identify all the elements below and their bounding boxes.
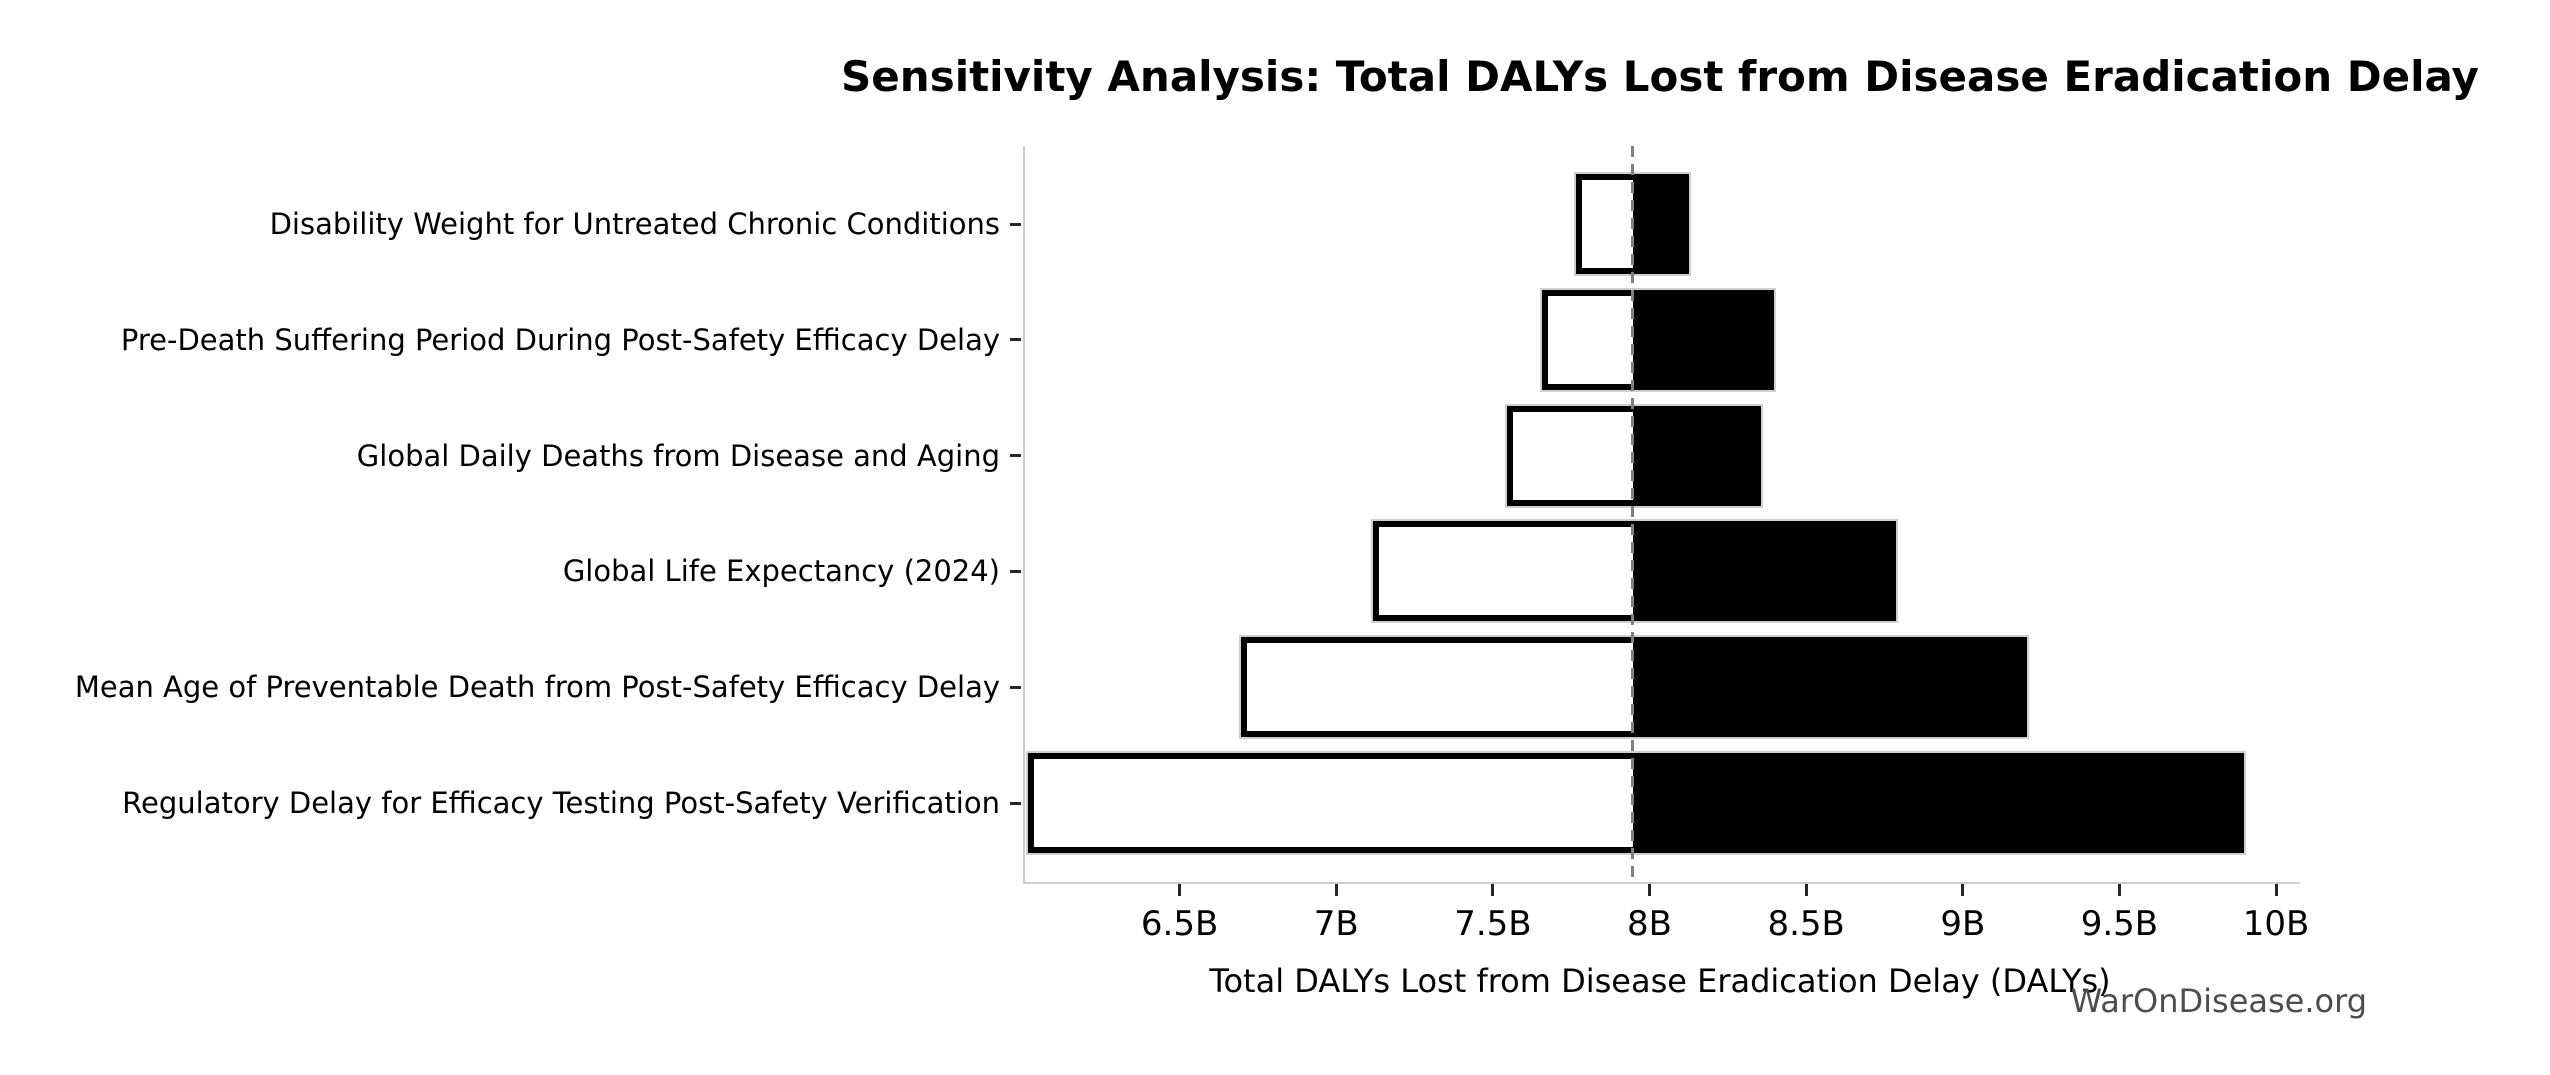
y-axis-category-label: Regulatory Delay for Efficacy Testing Po… xyxy=(122,786,1000,820)
y-axis-category-label: Pre-Death Suffering Period During Post-S… xyxy=(120,322,1000,357)
x-tick-label: 9B xyxy=(1940,904,1986,944)
tornado-bar-low-segment xyxy=(1028,753,1633,853)
tornado-bar-low-segment xyxy=(1576,174,1633,274)
tornado-bar xyxy=(1539,287,1776,392)
plot-area xyxy=(1023,146,2300,884)
tornado-bar-low-segment xyxy=(1507,405,1633,506)
x-tick-mark xyxy=(1178,884,1182,896)
y-tick-mark xyxy=(1010,685,1021,689)
x-tick-mark xyxy=(1961,884,1965,896)
tornado-bar xyxy=(1026,751,2246,855)
tornado-bar xyxy=(1370,519,1898,624)
y-tick-mark xyxy=(1010,454,1021,458)
x-tick-mark xyxy=(1804,884,1808,896)
y-tick-mark xyxy=(1010,222,1021,226)
y-axis-category-label: Disability Weight for Untreated Chronic … xyxy=(269,207,1000,241)
tornado-bar-low-segment xyxy=(1541,289,1633,390)
x-tick-label: 6.5B xyxy=(1140,904,1219,944)
x-tick-mark xyxy=(2117,884,2121,896)
x-tick-mark xyxy=(1491,884,1495,896)
x-axis-label: Total DALYs Lost from Disease Eradicatio… xyxy=(1209,962,2111,1000)
y-axis-category-label: Global Life Expectancy (2024) xyxy=(562,554,1000,589)
x-tick-mark xyxy=(2274,884,2278,896)
baseline-dashed-line xyxy=(1631,146,1635,882)
y-tick-mark xyxy=(1010,338,1021,342)
watermark-text: WarOnDisease.org xyxy=(2070,982,2367,1020)
chart-title: Sensitivity Analysis: Total DALYs Lost f… xyxy=(841,52,2479,101)
tornado-bar-low-segment xyxy=(1372,521,1633,622)
x-tick-label: 9.5B xyxy=(2080,904,2159,944)
x-tick-label: 10B xyxy=(2242,904,2310,944)
x-tick-label: 7.5B xyxy=(1454,904,1532,944)
y-axis-category-label: Global Daily Deaths from Disease and Agi… xyxy=(356,438,1000,473)
x-tick-mark xyxy=(1648,884,1652,896)
x-tick-label: 8.5B xyxy=(1767,904,1845,944)
x-tick-label: 7B xyxy=(1313,904,1359,944)
tornado-bar xyxy=(1505,403,1764,508)
y-axis-category-label: Mean Age of Preventable Death from Post-… xyxy=(74,670,1000,705)
tornado-bar xyxy=(1239,635,2030,740)
y-tick-mark xyxy=(1010,569,1021,573)
y-tick-mark xyxy=(1010,801,1021,805)
x-tick-label: 8B xyxy=(1627,904,1673,944)
x-tick-mark xyxy=(1334,884,1338,896)
tornado-bar-low-segment xyxy=(1241,637,1633,738)
